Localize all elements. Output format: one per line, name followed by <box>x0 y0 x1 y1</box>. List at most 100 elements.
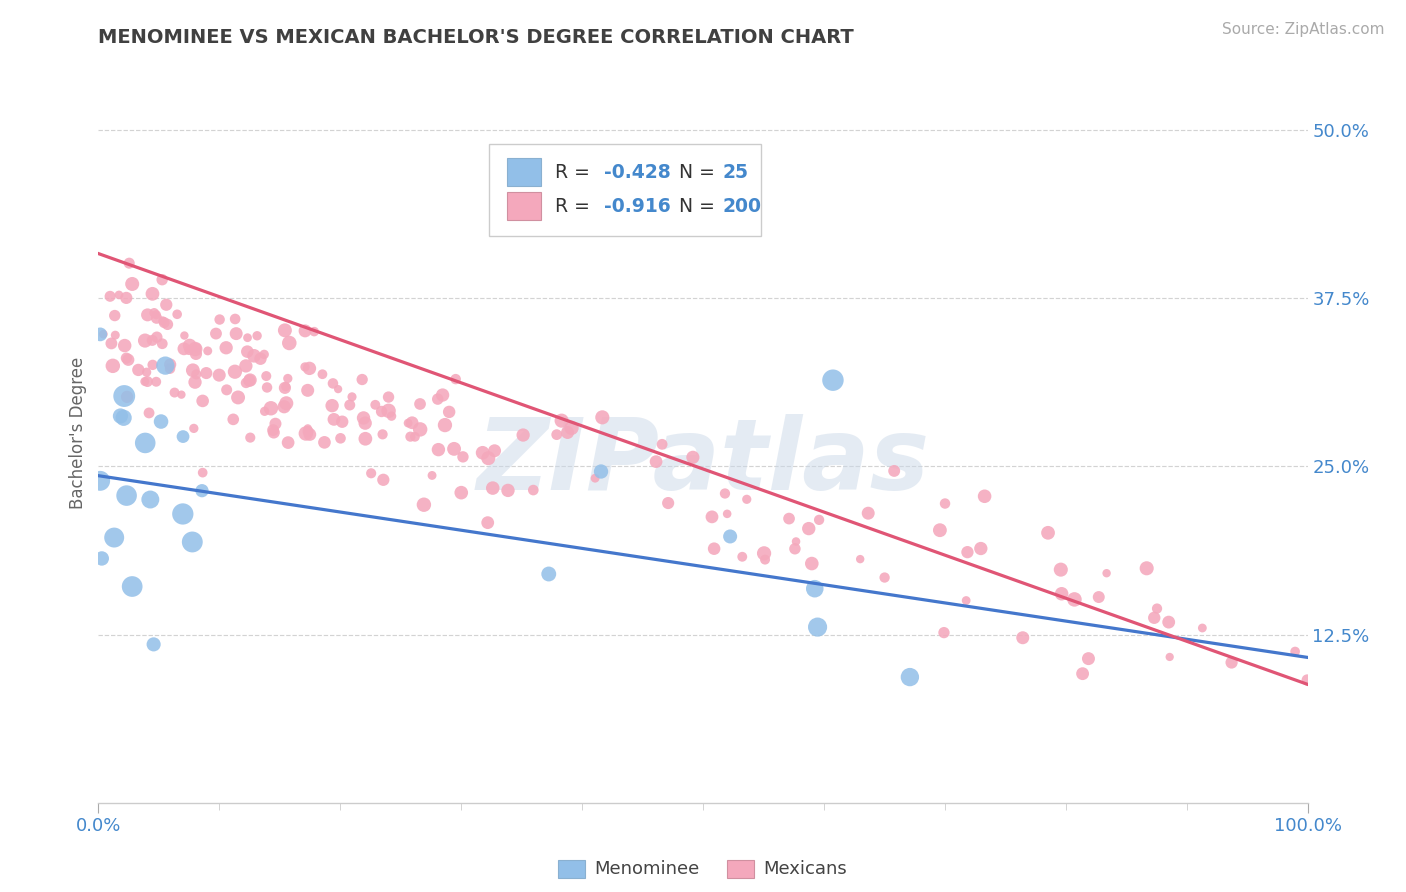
Point <box>380 409 402 423</box>
Text: -0.428: -0.428 <box>603 162 671 181</box>
Point <box>222 412 245 426</box>
Point <box>873 570 896 584</box>
Point <box>172 429 194 443</box>
Point <box>186 368 208 382</box>
Point <box>263 425 285 440</box>
Point <box>104 328 127 343</box>
Point <box>224 312 246 326</box>
Point <box>184 347 207 361</box>
Point <box>589 465 612 479</box>
Text: 200: 200 <box>723 196 761 216</box>
Point <box>399 430 422 444</box>
Point <box>546 427 568 442</box>
Point <box>93 327 115 342</box>
Point <box>243 349 266 363</box>
Point <box>155 298 177 312</box>
Point <box>256 380 278 394</box>
Point <box>352 372 374 386</box>
Point <box>377 390 399 404</box>
Point <box>186 341 208 355</box>
Point <box>703 541 725 556</box>
Point <box>955 593 977 607</box>
Point <box>183 421 205 435</box>
Point <box>181 363 204 377</box>
Point <box>253 347 276 361</box>
Point <box>353 411 375 425</box>
Point <box>1095 566 1118 581</box>
Point <box>297 384 319 398</box>
Point <box>195 366 218 380</box>
Point <box>150 415 173 429</box>
Point <box>208 312 231 326</box>
Point <box>108 288 131 302</box>
Point <box>136 308 159 322</box>
Bar <box>508 158 541 186</box>
Point <box>808 513 831 527</box>
Bar <box>508 192 541 220</box>
Point <box>177 343 200 358</box>
Point <box>849 552 872 566</box>
Point <box>1071 666 1094 681</box>
Point <box>898 670 921 684</box>
Point <box>1284 644 1306 658</box>
Point <box>401 416 423 430</box>
Text: R =: R = <box>555 196 596 216</box>
Point <box>98 289 121 303</box>
Point <box>477 451 499 466</box>
Point <box>800 557 823 571</box>
Point <box>718 529 741 543</box>
Point <box>645 455 668 469</box>
Point <box>302 325 325 339</box>
Point <box>1077 651 1099 665</box>
Point <box>412 498 434 512</box>
Point <box>153 316 176 330</box>
Point <box>297 421 319 435</box>
Point <box>311 368 333 382</box>
Point <box>450 485 472 500</box>
Point <box>249 351 271 366</box>
Point <box>191 483 214 498</box>
Point <box>934 496 956 510</box>
Point <box>700 509 723 524</box>
Point <box>522 483 544 497</box>
Point <box>142 637 165 651</box>
Point <box>262 423 284 437</box>
Point <box>239 431 262 445</box>
Point <box>297 425 319 439</box>
Point <box>370 404 392 418</box>
Point <box>371 427 394 442</box>
Point <box>236 331 259 345</box>
Point <box>121 580 143 594</box>
Point <box>141 286 163 301</box>
Point <box>512 428 534 442</box>
Point <box>471 446 494 460</box>
Point <box>427 442 450 457</box>
Point <box>173 328 195 343</box>
Point <box>191 466 214 480</box>
Point <box>146 330 169 344</box>
Point <box>294 359 316 374</box>
Point <box>274 381 297 395</box>
Point <box>477 516 499 530</box>
Point <box>170 387 193 401</box>
Point <box>253 404 276 418</box>
Point <box>127 363 149 377</box>
Point <box>432 388 454 402</box>
Point <box>139 492 162 507</box>
Point <box>754 552 776 566</box>
Point <box>420 468 443 483</box>
Point <box>246 328 269 343</box>
Point <box>437 405 460 419</box>
Point <box>138 406 160 420</box>
Point <box>1146 601 1168 615</box>
Point <box>1159 649 1181 664</box>
Point <box>260 401 283 416</box>
Text: N =: N = <box>679 162 721 181</box>
Point <box>134 436 156 450</box>
Point <box>364 398 387 412</box>
Point <box>735 492 758 507</box>
Point <box>273 400 295 414</box>
FancyBboxPatch shape <box>489 144 761 236</box>
Point <box>184 375 207 389</box>
Point <box>89 474 111 488</box>
